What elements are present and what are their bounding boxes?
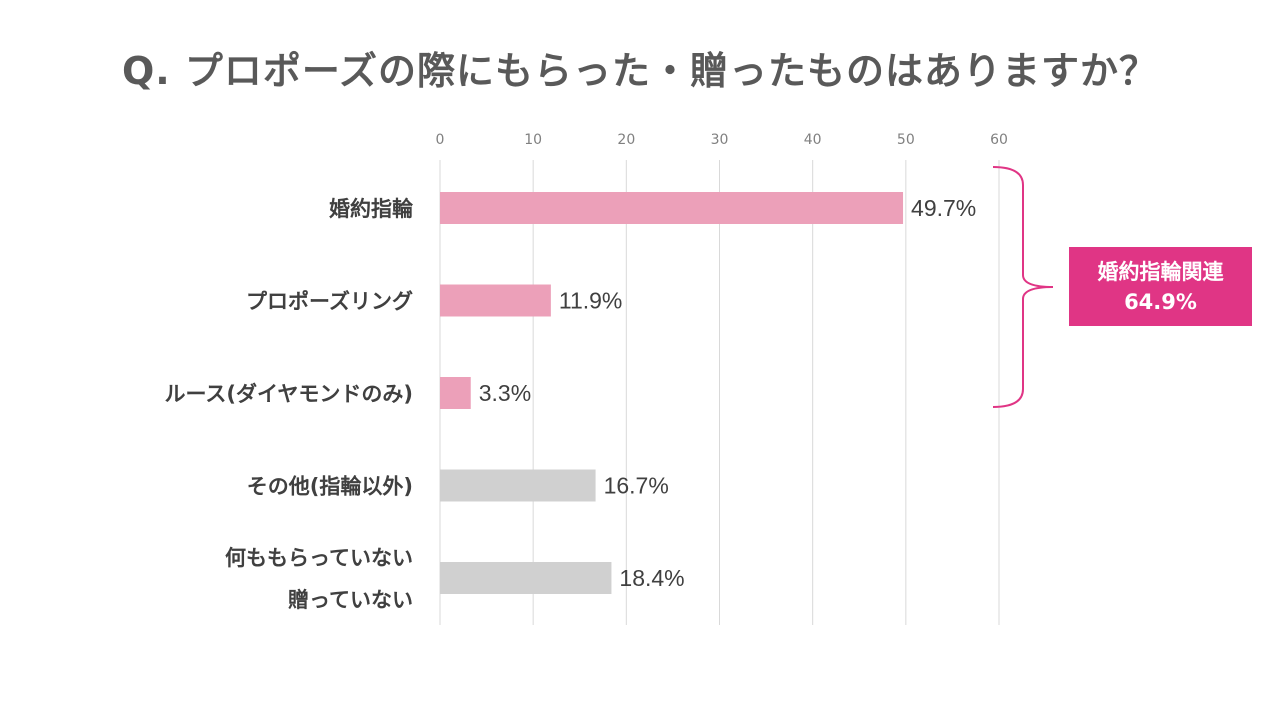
x-tick-label: 30: [711, 132, 729, 148]
bar: [440, 377, 471, 409]
x-tick-label: 50: [897, 132, 915, 148]
category-label: 何ももらっていない: [225, 546, 413, 570]
category-label: 贈っていない: [288, 588, 413, 612]
annotation-callout: 婚約指輪関連 64.9%: [1069, 247, 1252, 326]
x-tick-label: 20: [617, 132, 635, 148]
category-label: 婚約指輪: [329, 197, 414, 221]
category-label: その他(指輪以外): [247, 475, 413, 499]
bar: [440, 192, 904, 224]
data-label: 18.4%: [619, 565, 684, 591]
x-tick-label: 0: [436, 132, 445, 148]
chart-title: Q. プロポーズの際にもらった・贈ったものはありますか？: [121, 49, 1159, 93]
category-label: プロポーズリング: [246, 290, 413, 314]
data-label: 49.7%: [911, 195, 976, 221]
bar: [440, 284, 551, 317]
data-label: 11.9%: [559, 288, 623, 314]
annotation-value: 64.9%: [1124, 289, 1197, 314]
annotation-label: 婚約指輪関連: [1097, 259, 1224, 284]
data-label: 3.3%: [479, 380, 531, 406]
bar: [440, 562, 612, 594]
x-tick-label: 10: [524, 132, 542, 148]
x-tick-label: 60: [990, 132, 1008, 148]
x-tick-label: 40: [804, 132, 822, 148]
brace-icon: [992, 166, 1054, 408]
category-label: ルース(ダイヤモンドのみ): [164, 382, 413, 406]
bar: [440, 469, 596, 502]
data-label: 16.7%: [604, 473, 669, 499]
